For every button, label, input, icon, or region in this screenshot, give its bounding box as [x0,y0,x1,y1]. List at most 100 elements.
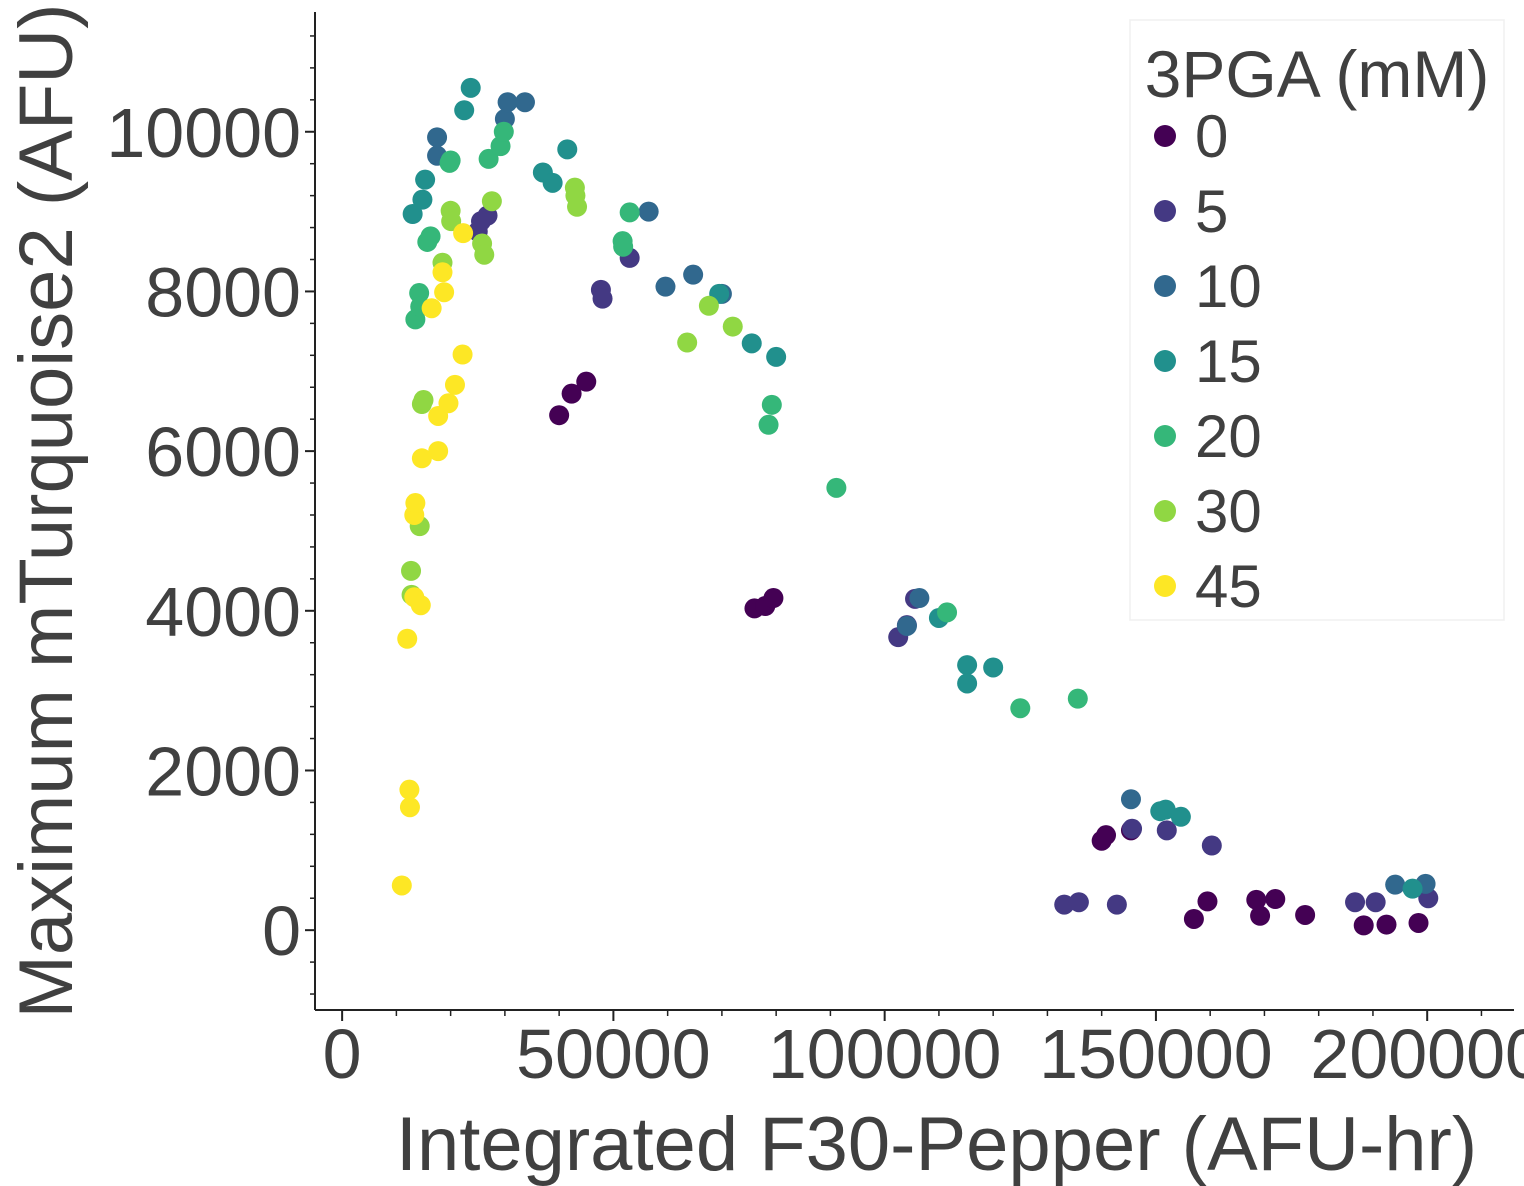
data-point [957,673,978,694]
legend-label: 5 [1195,178,1228,245]
data-point [401,560,422,581]
data-point [402,203,423,224]
data-point [405,493,426,514]
legend-marker [1154,425,1176,447]
data-point [983,657,1004,678]
data-point [1402,878,1423,899]
series-20-mM [405,121,1088,719]
data-point [557,139,578,160]
data-point [683,264,704,285]
data-point [453,223,474,244]
data-point [421,298,442,319]
x-tick-label: 200000 [1310,1015,1524,1093]
data-point [1183,908,1204,929]
data-point [1120,789,1141,810]
legend-title: 3PGA (mM) [1145,37,1490,111]
data-point [413,390,434,411]
data-point [444,374,465,395]
x-axis-label: Integrated F30-Pepper (AFU-hr) [396,1102,1477,1186]
data-point [619,202,640,223]
legend-marker [1154,275,1176,297]
legend-label: 30 [1195,478,1262,545]
data-point [957,655,978,676]
data-point [481,191,502,212]
data-point [1295,904,1316,925]
legend-marker [1154,125,1176,147]
y-tick-label: 4000 [145,573,301,651]
series-45-mM [391,223,474,896]
data-point [428,441,449,462]
data-point [420,226,441,247]
data-point [440,150,461,171]
data-point [542,172,563,193]
data-point [1246,889,1267,910]
data-point [741,333,762,354]
data-point [1096,825,1117,846]
legend-label: 15 [1195,328,1262,395]
data-point [655,276,676,297]
data-point [1155,799,1176,820]
y-tick-label: 0 [262,892,301,970]
data-point [763,588,784,609]
data-point [1345,892,1366,913]
x-tick-label: 100000 [768,1015,1002,1093]
legend-label: 45 [1195,553,1262,620]
data-point [497,92,518,113]
data-point [474,244,495,265]
data-point [937,602,958,623]
data-point [1156,820,1177,841]
data-point [1365,892,1386,913]
data-point [399,797,420,818]
data-point [1010,698,1031,719]
y-tick-label: 2000 [145,732,301,810]
data-point [438,393,459,414]
data-point [452,344,473,365]
data-point [1106,894,1127,915]
data-point [1197,891,1218,912]
series-15-mM [402,77,1423,899]
data-point [399,779,420,800]
data-point [1250,905,1271,926]
data-point [434,282,455,303]
data-point [1265,889,1286,910]
legend-items: 0 5 10 15 20 30 45 [1154,103,1262,620]
data-point [427,127,448,148]
data-point [758,414,779,435]
data-point [1353,915,1374,936]
data-point [1067,688,1088,709]
data-point [698,295,719,316]
data-point [478,148,499,169]
data-point [826,477,847,498]
legend-frame [1129,19,1505,621]
data-point [454,100,475,121]
data-point [1068,892,1089,913]
legend-marker [1154,500,1176,522]
data-point [677,332,698,353]
data-point [613,236,634,257]
data-point [411,448,432,469]
data-point [432,262,453,283]
data-point [493,121,514,142]
legend-marker [1154,575,1176,597]
data-point [549,405,570,426]
data-point [766,346,787,367]
data-point [410,595,431,616]
data-point [397,628,418,649]
data-point [909,588,930,609]
legend-label: 20 [1195,403,1262,470]
y-tick-label: 6000 [145,413,301,491]
legend: 3PGA (mM) 0 5 10 15 20 30 45 [1129,19,1505,621]
x-tick-label: 0 [323,1015,362,1093]
legend-marker [1154,200,1176,222]
data-point [761,394,782,415]
legend-label: 0 [1195,103,1228,170]
data-point [1376,914,1397,935]
y-tick-label: 8000 [145,253,301,331]
data-point [567,196,588,217]
data-point [460,77,481,98]
data-point [1201,835,1222,856]
data-point [1408,912,1429,933]
axes: 0 50000 100000 150000 2000000200040006000800… [106,12,1524,1093]
legend-marker [1154,350,1176,372]
